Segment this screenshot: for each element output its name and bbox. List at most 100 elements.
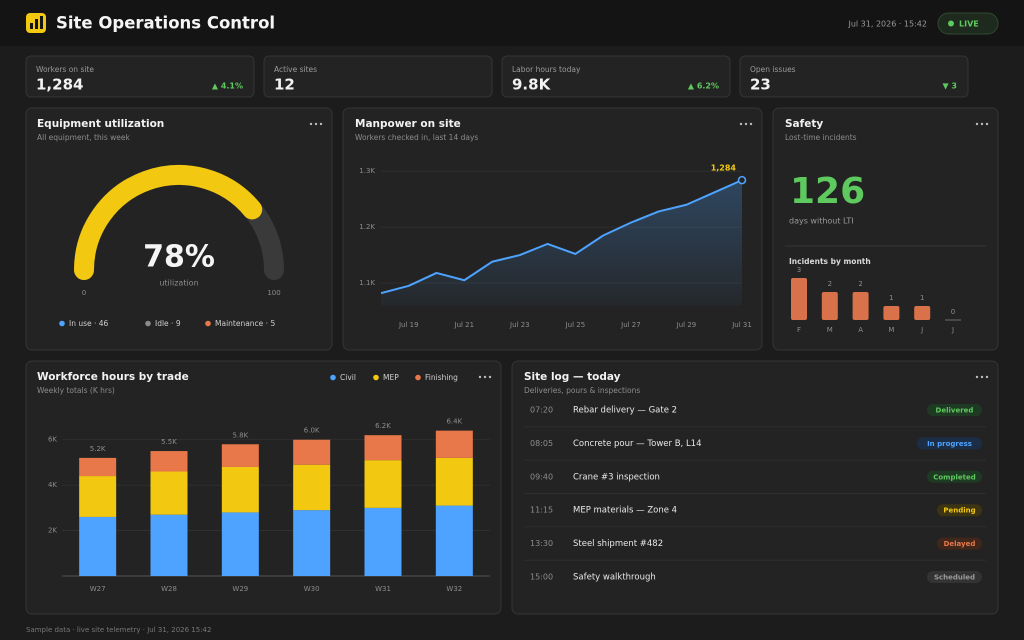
bar-segment <box>79 516 117 576</box>
bar-segment <box>79 476 117 517</box>
gauge-caption: utilization <box>159 279 198 288</box>
bar-segment <box>221 512 259 576</box>
x-tick-label: W27 <box>90 585 106 593</box>
total-label: 5.2K <box>90 445 106 453</box>
bar <box>852 292 869 320</box>
kpi-card <box>263 55 493 98</box>
safety-caption: days without LTI <box>789 217 854 226</box>
menu-dot <box>314 122 318 126</box>
safety-kpi: 126 <box>790 171 865 212</box>
panel-subtitle: Weekly totals (K hrs) <box>37 386 115 395</box>
menu-dot <box>488 375 492 379</box>
x-tick-label: Jul 23 <box>509 321 530 329</box>
x-tick-label: Jul 21 <box>454 321 475 329</box>
legend-swatch <box>59 320 65 327</box>
panel-title: Site log — today <box>524 371 621 383</box>
x-tick-label: F <box>797 326 801 334</box>
x-tick-label: M <box>827 326 833 334</box>
x-tick-label: W32 <box>446 585 462 593</box>
y-tick-label: 6K <box>48 436 57 444</box>
log-time: 07:20 <box>530 406 553 415</box>
x-tick-label: W29 <box>232 585 248 593</box>
x-tick-label: Jul 27 <box>620 321 641 329</box>
legend-label: In use · 46 <box>69 319 109 328</box>
kpi-delta: ▲ 6.2% <box>688 82 719 91</box>
status-label: Delivered <box>936 407 974 415</box>
y-tick-label: 4K <box>48 481 57 489</box>
log-event: Crane #3 inspection <box>573 472 660 482</box>
status-label: Completed <box>933 473 976 481</box>
total-label: 5.5K <box>161 438 177 446</box>
kpi-label: Workers on site <box>36 65 94 74</box>
bar <box>883 306 900 320</box>
log-event: Rebar delivery — Gate 2 <box>573 406 677 416</box>
y-tick-label: 1.3K <box>359 167 375 175</box>
menu-dot <box>980 375 984 379</box>
x-tick-label: Jul 29 <box>676 321 697 329</box>
total-label: 6.4K <box>446 418 462 426</box>
bar <box>791 278 807 320</box>
log-event: Concrete pour — Tower B, L14 <box>573 439 702 449</box>
bar-segment <box>293 439 331 465</box>
total-label: 6.2K <box>375 422 391 430</box>
footer: Sample data · live site telemetry · Jul … <box>26 626 211 634</box>
log-event: Steel shipment #482 <box>573 539 663 549</box>
panel-subtitle: Workers checked in, last 14 days <box>355 133 478 142</box>
bar <box>914 306 931 320</box>
chart-title: Incidents by month <box>789 257 871 266</box>
app-title: Site Operations Control <box>56 14 275 33</box>
kpi-card <box>25 55 255 98</box>
gauge-tick-label: 0 <box>82 289 86 297</box>
legend-swatch <box>205 320 211 327</box>
top-bar <box>0 0 1024 46</box>
kpi-delta: ▲ 4.1% <box>212 82 243 91</box>
kpi-label: Open issues <box>750 65 796 74</box>
x-tick-label: J <box>951 326 954 334</box>
panel-title: Equipment utilization <box>37 118 164 130</box>
y-tick-label: 1.2K <box>359 223 375 231</box>
y-tick-label: 1.1K <box>359 279 375 287</box>
menu-dot <box>975 375 979 379</box>
kpi-delta: ▼ 3 <box>942 82 957 91</box>
point <box>737 175 747 185</box>
kpi-label: Active sites <box>274 65 317 74</box>
bar-segment <box>364 507 402 576</box>
menu-dot <box>980 122 984 126</box>
line <box>380 179 743 295</box>
kpi-card <box>739 55 969 98</box>
status-label: Delayed <box>944 540 976 548</box>
data-label: 0 <box>951 308 955 316</box>
bar-segment <box>293 510 331 576</box>
x-tick-label: W31 <box>375 585 391 593</box>
data-label: 1,284 <box>711 164 737 173</box>
bar-segment <box>293 464 331 511</box>
bar-segment <box>435 505 473 576</box>
panel-title: Manpower on site <box>355 118 461 130</box>
panel-title: Safety <box>785 118 823 130</box>
data-label: 3 <box>797 266 801 274</box>
menu-dot <box>309 122 313 126</box>
legend-label: Finishing <box>425 373 458 382</box>
log-time: 08:05 <box>530 439 553 448</box>
bar-segment <box>79 457 117 477</box>
bar-segment <box>435 457 473 506</box>
log-time: 11:15 <box>530 506 553 515</box>
data-label: 2 <box>858 280 862 288</box>
log-event: Safety walkthrough <box>573 573 656 583</box>
legend-label: Civil <box>340 373 356 382</box>
live-status: LIVE <box>959 20 979 29</box>
legend-label: Maintenance · 5 <box>215 319 275 328</box>
bar-segment <box>150 514 188 576</box>
kpi-card <box>501 55 731 98</box>
x-tick-label: Jul 31 <box>731 321 752 329</box>
bar <box>821 292 838 320</box>
legend-swatch <box>373 374 379 381</box>
bar-segment <box>150 471 188 515</box>
bar-segment <box>364 460 402 508</box>
status-badge <box>927 571 982 583</box>
datetime: Jul 31, 2026 · 15:42 <box>847 20 927 29</box>
bar-segment <box>150 451 188 472</box>
log-time: 13:30 <box>530 539 553 548</box>
status-badge <box>937 537 982 550</box>
